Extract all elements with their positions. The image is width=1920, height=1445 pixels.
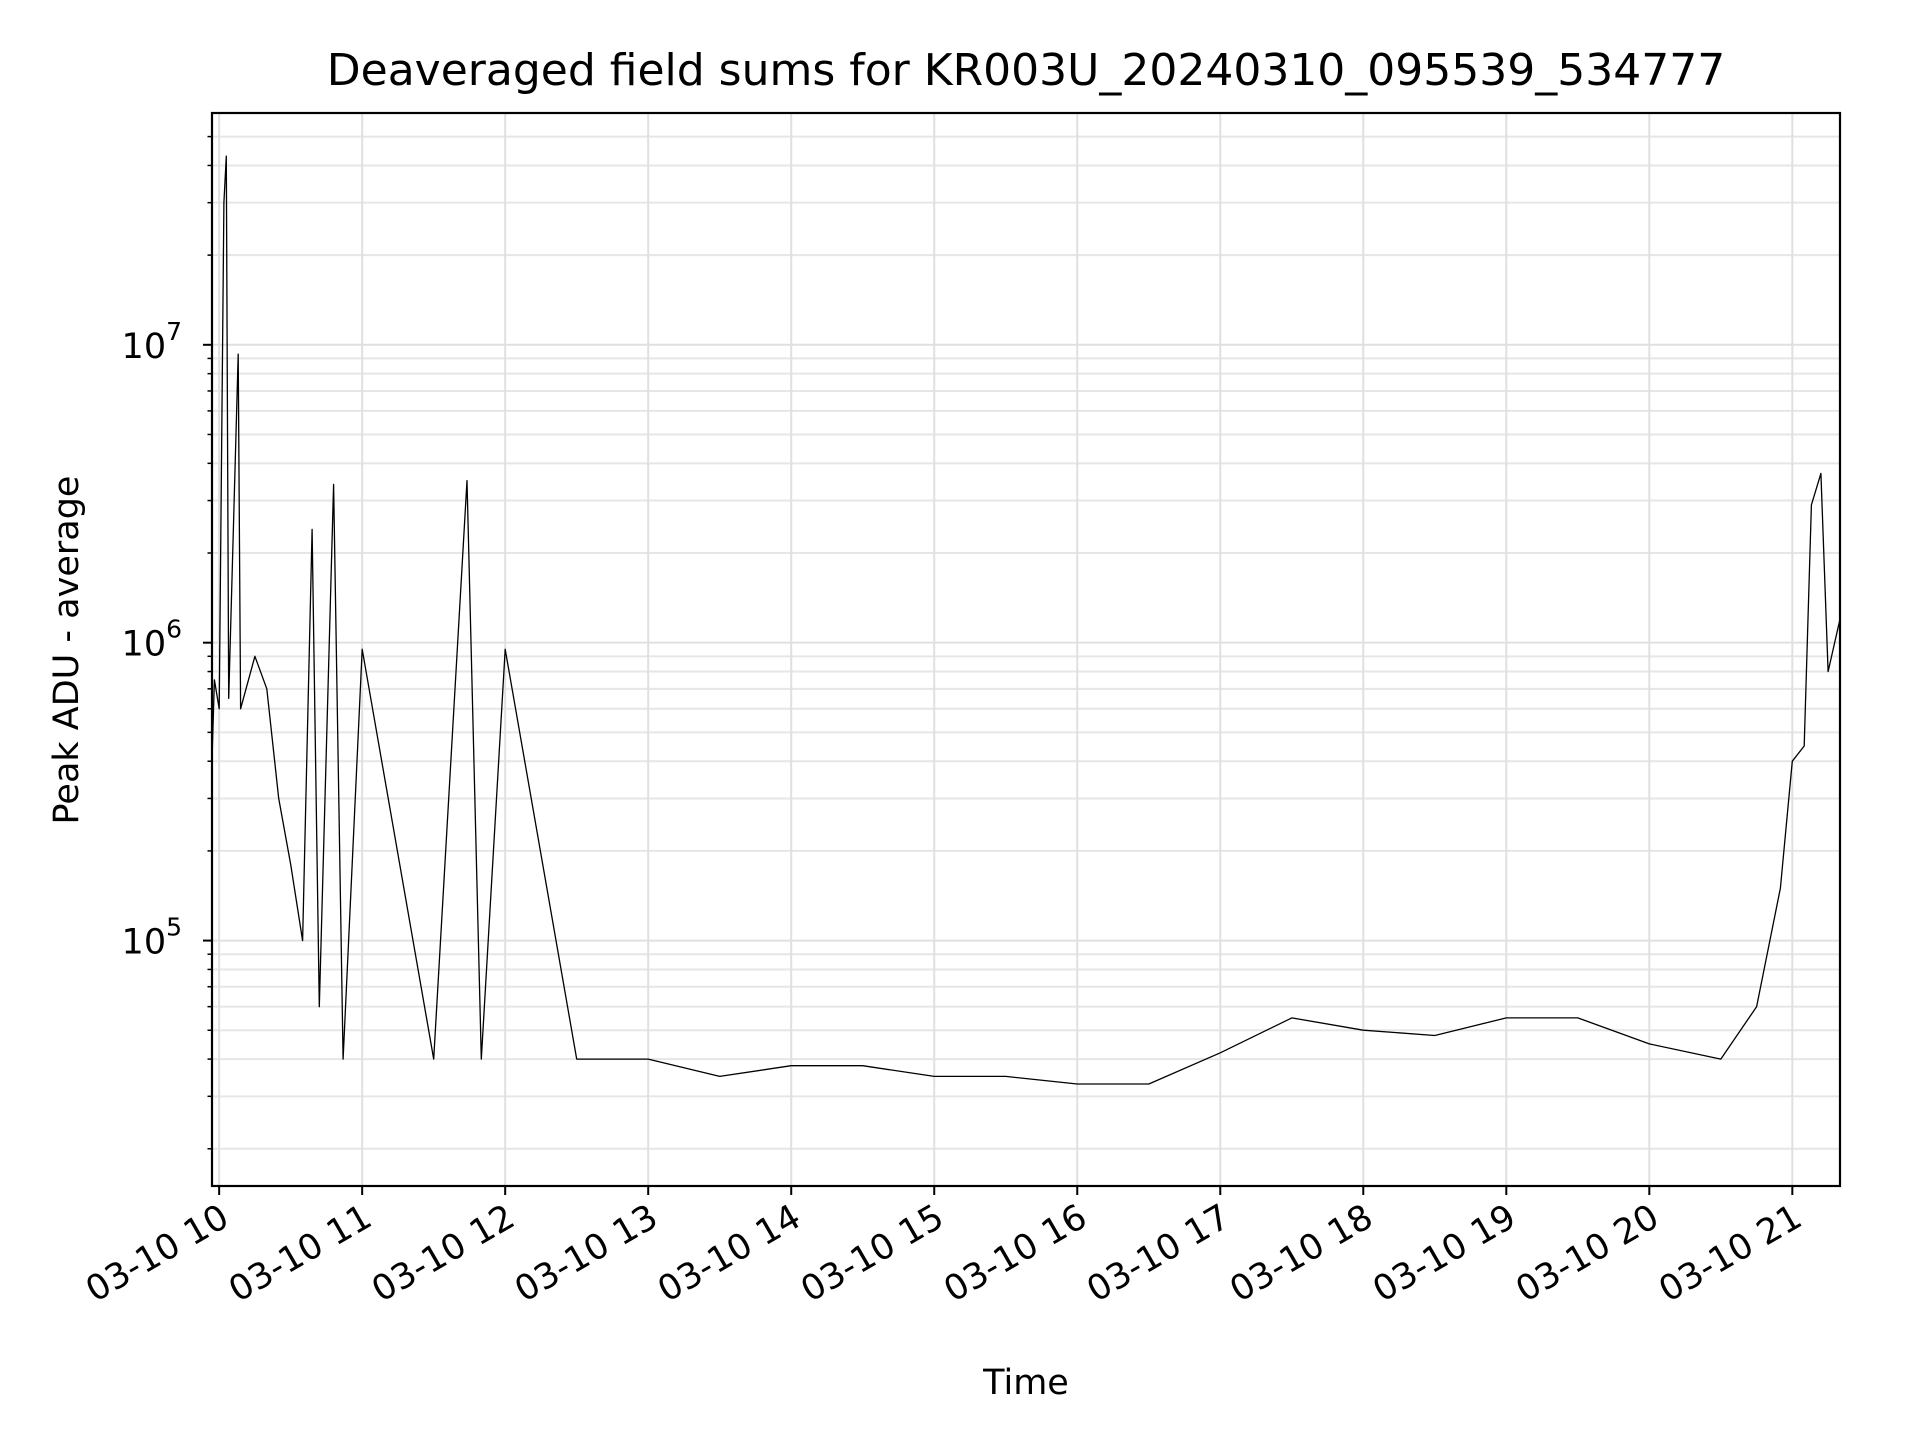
y-tick-label: 105	[122, 913, 182, 963]
x-axis-label: Time	[982, 1363, 1069, 1403]
plot-frame	[210, 111, 1842, 1188]
data-layer	[211, 155, 1841, 1085]
series-line	[211, 155, 1841, 1085]
y-axis-label: Peak ADU - average	[47, 476, 87, 825]
y-tick-label: 107	[122, 317, 182, 367]
grid-layer	[212, 113, 1840, 1186]
chart-title: Deaveraged field sums for KR003U_2024031…	[327, 45, 1725, 96]
y-tick-label: 106	[122, 615, 182, 665]
